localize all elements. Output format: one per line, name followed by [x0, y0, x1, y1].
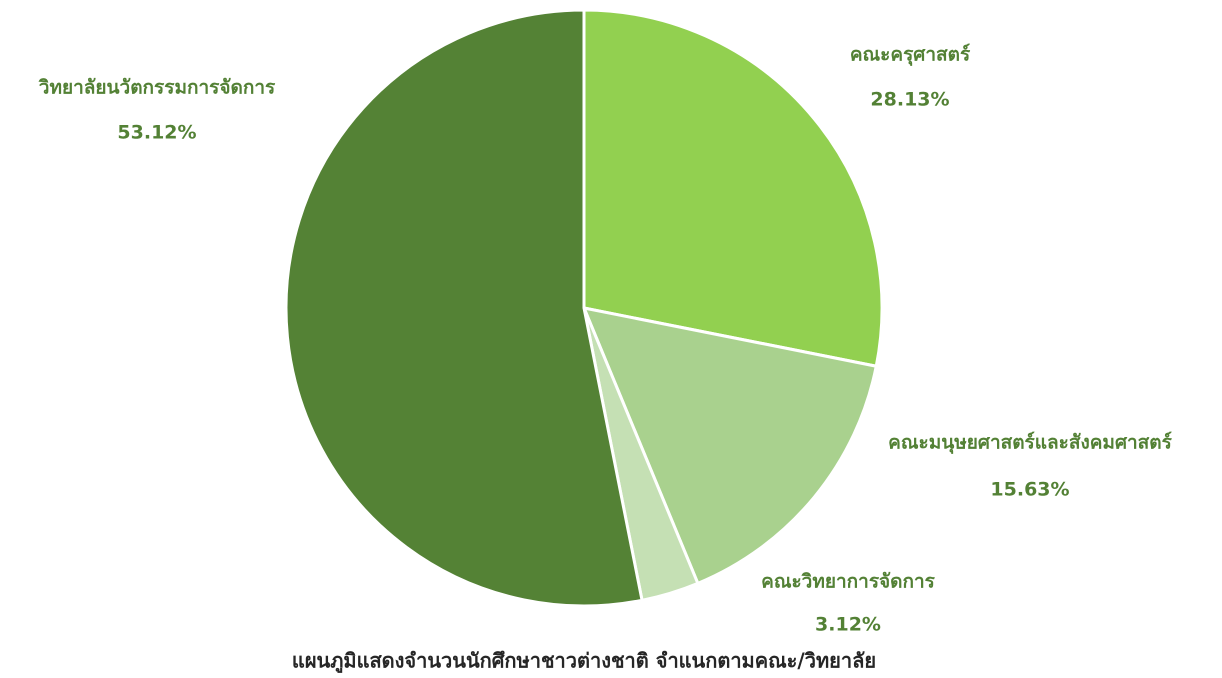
slice-category-label: วิทยาลัยนวัตกรรมการจัดการ	[38, 77, 276, 99]
pie-slice	[284, 8, 644, 608]
slice-value-label: 53.12%	[117, 122, 196, 144]
slice-category-label: คณะครุศาสตร์	[850, 44, 971, 67]
slice-category-label: คณะมนุษยศาสตร์และสังคมศาสตร์	[888, 432, 1172, 455]
slice-category-label: คณะวิทยาการจัดการ	[761, 571, 936, 593]
pie-slice	[581, 305, 879, 586]
slice-value-label: 28.13%	[870, 89, 949, 111]
slice-value-label: 15.63%	[990, 479, 1069, 501]
pie-slice	[582, 8, 884, 368]
slice-value-label: 3.12%	[815, 614, 881, 636]
chart-title: แผนภูมิแสดงจำนวนนักศึกษาชาวต่างชาติ จำแน…	[292, 649, 876, 675]
